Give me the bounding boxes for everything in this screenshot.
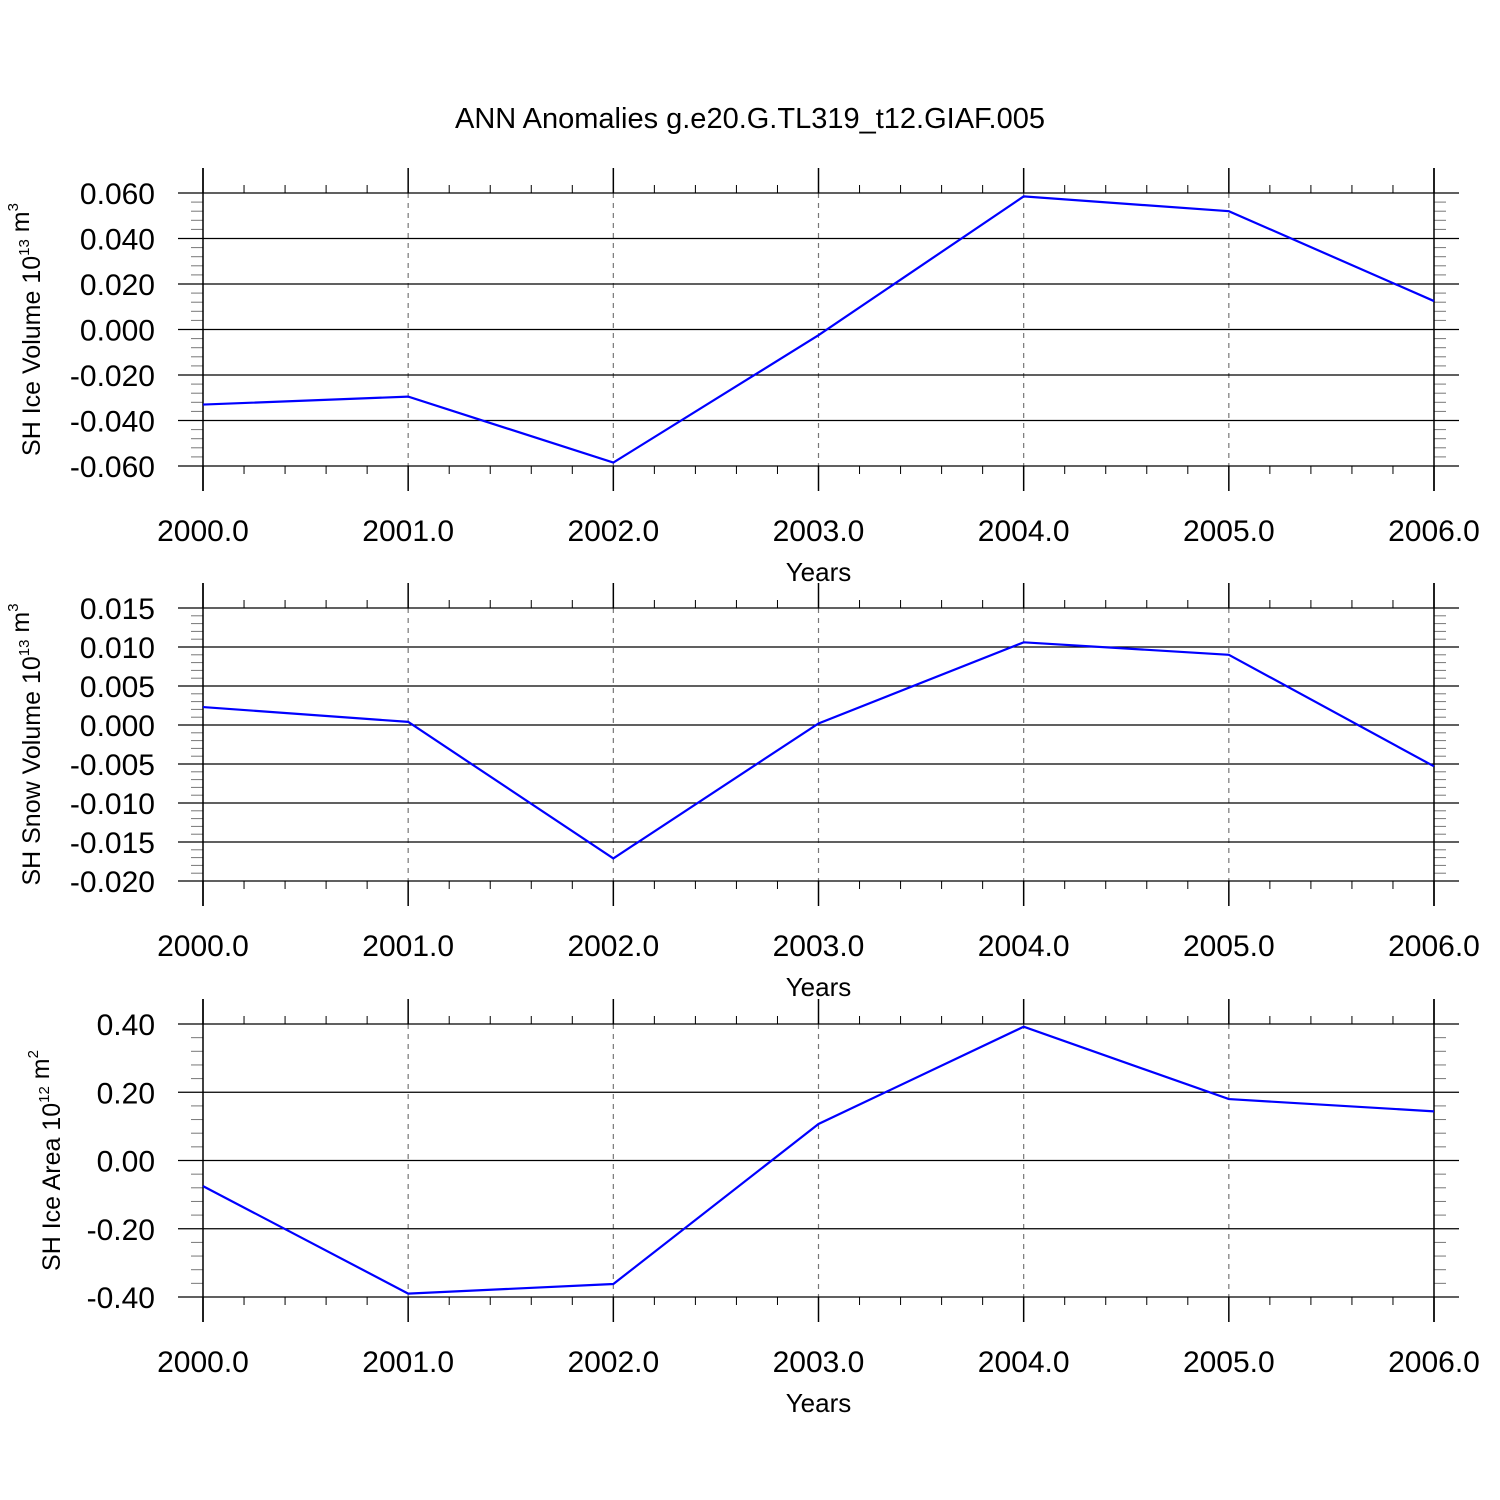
panel-3: 2000.0 2001.0 2002.0 2003.0 2004.0 2005.0 2006…	[25, 999, 1480, 1418]
x-tick-label: 2000.0	[157, 930, 249, 963]
x-axis-label: Years	[786, 1388, 852, 1418]
y-tick-label: -0.010	[70, 788, 155, 821]
panel-2: 2000.0 2001.0 2002.0 2003.0 2004.0 2005.0 2006…	[5, 583, 1480, 1002]
x-tick-label: 2004.0	[978, 930, 1070, 963]
x-tick-label: 2001.0	[362, 515, 454, 548]
x-tick-label: 2002.0	[567, 930, 659, 963]
y-axis-label-part: m	[27, 1058, 55, 1086]
x-tick-label: 2006.0	[1388, 515, 1480, 548]
x-tick-label: 2001.0	[362, 930, 454, 963]
y-tick-label: -0.015	[70, 827, 155, 860]
y-axis-label: SH Snow Volume 1013 m3	[5, 603, 46, 885]
x-tick-label: 2005.0	[1183, 515, 1275, 548]
y-tick-label: 0.060	[80, 178, 155, 211]
y-axis-label-superscript: 3	[5, 603, 22, 611]
x-tick-label: 2004.0	[978, 515, 1070, 548]
y-axis-label-part: m	[7, 211, 35, 239]
y-tick-label: -0.005	[70, 749, 155, 782]
x-tick-label: 2006.0	[1388, 1346, 1480, 1379]
y-axis-label-superscript: 12	[36, 1086, 53, 1103]
y-axis-label-superscript: 3	[5, 203, 22, 211]
y-axis-label-part: SH Ice Area 10	[38, 1103, 66, 1271]
y-tick-label: -0.40	[87, 1282, 155, 1315]
x-tick-label: 2004.0	[978, 1346, 1070, 1379]
x-axis-label: Years	[786, 972, 852, 1002]
y-axis-label: SH Ice Area 1012 m2	[25, 1050, 66, 1271]
y-axis-label-part: SH Snow Volume 10	[18, 656, 46, 885]
x-tick-label: 2006.0	[1388, 930, 1480, 963]
y-tick-label: -0.040	[70, 406, 155, 439]
x-axis-label: Years	[786, 557, 852, 587]
x-tick-label: 2003.0	[773, 930, 865, 963]
x-tick-label: 2002.0	[567, 515, 659, 548]
x-tick-label: 2003.0	[773, 1346, 865, 1379]
y-tick-label: 0.020	[80, 269, 155, 302]
figure-title: ANN Anomalies g.e20.G.TL319_t12.GIAF.005	[454, 103, 1045, 135]
y-axis-label-part: SH Ice Volume 10	[18, 256, 46, 456]
y-tick-label: 0.40	[97, 1009, 155, 1042]
x-tick-label: 2000.0	[157, 1346, 249, 1379]
y-tick-label: 0.000	[80, 315, 155, 348]
x-tick-label: 2003.0	[773, 515, 865, 548]
series-line	[202, 641, 1435, 860]
y-axis-label-superscript: 13	[16, 640, 33, 657]
y-axis-label-superscript: 2	[25, 1050, 42, 1058]
y-tick-label: 0.015	[80, 593, 155, 626]
y-tick-label: -0.060	[70, 451, 155, 484]
x-tick-label: 2005.0	[1183, 930, 1275, 963]
x-tick-label: 2001.0	[362, 1346, 454, 1379]
x-tick-label: 2000.0	[157, 515, 249, 548]
x-tick-label: 2002.0	[567, 1346, 659, 1379]
y-tick-label: -0.020	[70, 360, 155, 393]
y-tick-label: -0.20	[87, 1214, 155, 1247]
y-tick-label: 0.005	[80, 671, 155, 704]
y-tick-label: 0.000	[80, 710, 155, 743]
series-line	[202, 1025, 1435, 1295]
y-axis-label-part: m	[7, 612, 35, 640]
y-tick-label: -0.020	[70, 866, 155, 899]
y-tick-label: 0.00	[97, 1146, 155, 1179]
x-tick-label: 2005.0	[1183, 1346, 1275, 1379]
y-tick-label: 0.040	[80, 224, 155, 257]
series-line	[202, 195, 1435, 464]
panel-1: 2000.0 2001.0 2002.0 2003.0 2004.0 2005.0 2006…	[5, 168, 1480, 587]
y-axis-label: SH Ice Volume 1013 m3	[5, 203, 46, 456]
y-tick-label: 0.20	[97, 1077, 155, 1110]
y-tick-label: 0.010	[80, 632, 155, 665]
y-axis-label-superscript: 13	[16, 239, 33, 256]
